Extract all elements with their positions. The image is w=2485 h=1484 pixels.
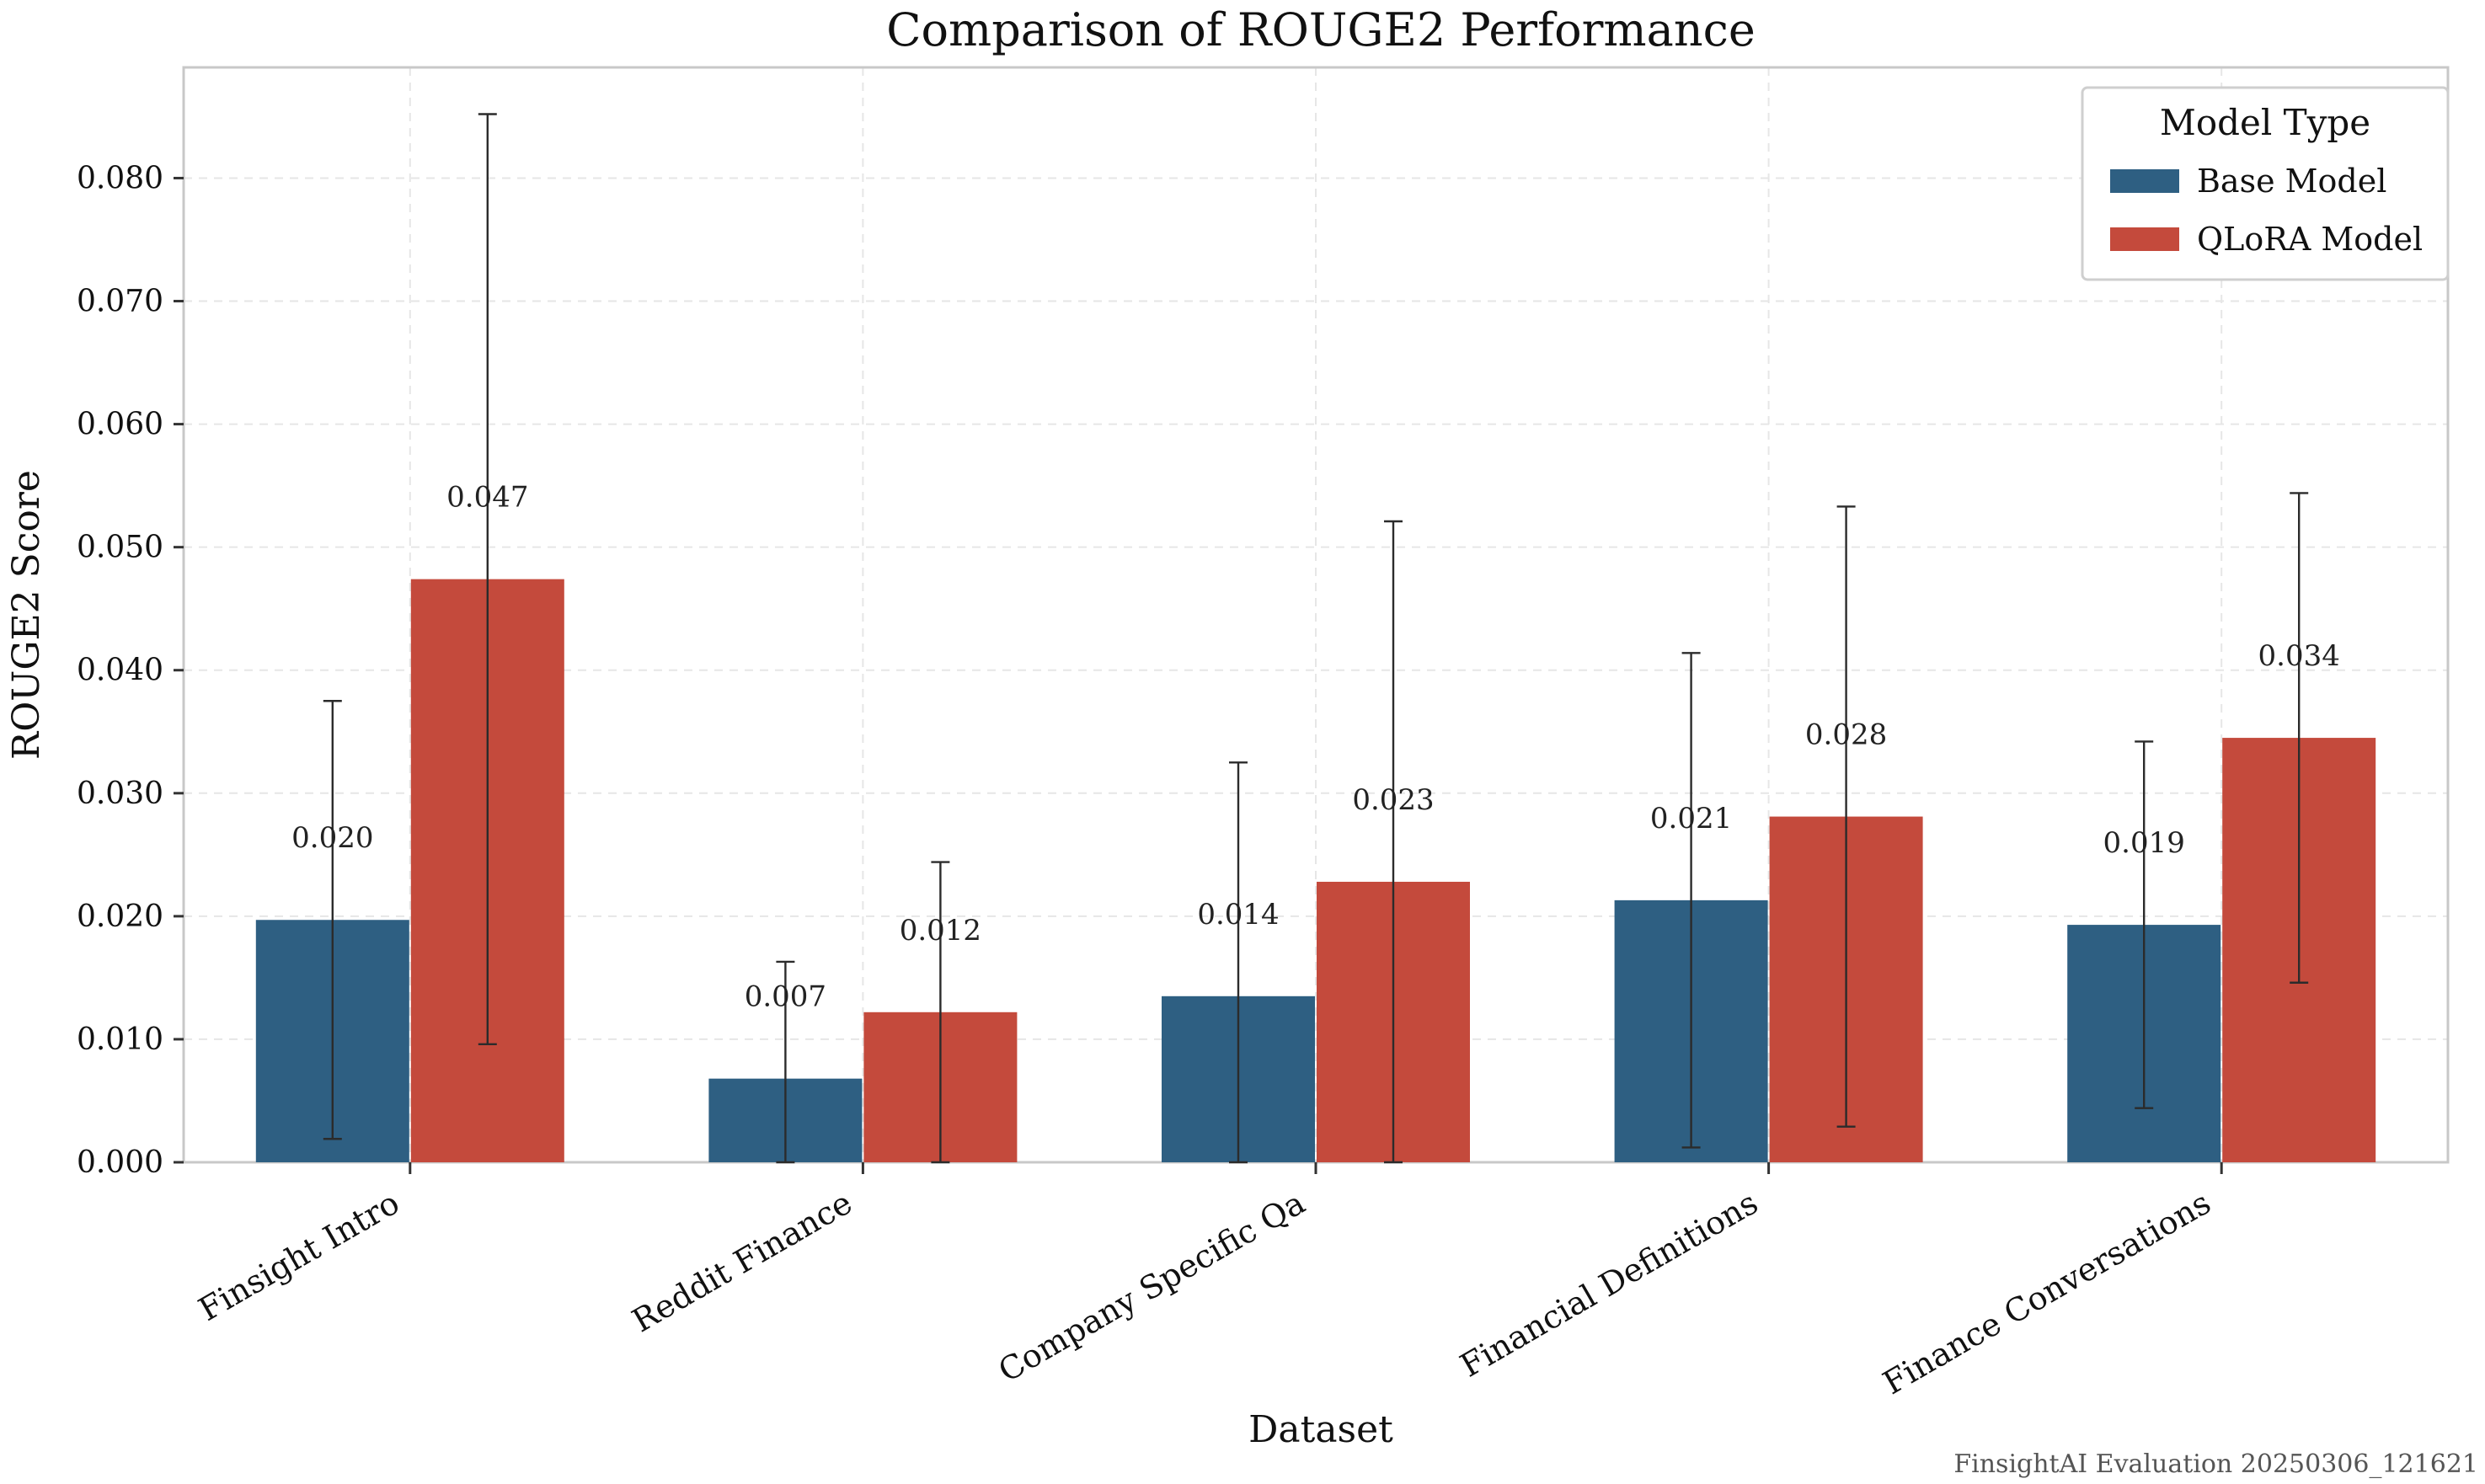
legend-title: Model Type [2160, 102, 2370, 143]
data-label-base-model: 0.019 [2103, 826, 2185, 860]
error-bar-qlora-model [931, 861, 950, 1164]
y-axis-label: ROUGE2 Score [5, 470, 48, 760]
data-label-base-model: 0.014 [1197, 898, 1279, 932]
data-label-qlora-model: 0.023 [1352, 783, 1434, 817]
data-label-qlora-model: 0.047 [446, 481, 528, 515]
error-bar-base-model [2135, 740, 2154, 1109]
footer-note: FinsightAI Evaluation 20250306_121621 [1953, 1449, 2478, 1479]
x-tick-label: Finance Conversations [1877, 1184, 2217, 1402]
error-bar-base-model [1681, 652, 1701, 1149]
x-tick-label: Financial Definitions [1454, 1184, 1764, 1385]
y-tick-label: 0.040 [77, 654, 163, 688]
error-bars [323, 113, 2309, 1164]
x-tick-label: Finsight Intro [192, 1184, 405, 1328]
legend: Model Type Base Model QLoRA Model [2081, 86, 2450, 281]
y-tick-label: 0.030 [77, 777, 163, 811]
error-bar-qlora-model [2290, 492, 2309, 984]
legend-label-base-model: Base Model [2197, 163, 2386, 200]
data-label-base-model: 0.007 [745, 980, 826, 1014]
error-bar-qlora-model [1384, 520, 1403, 1164]
grid [184, 67, 2448, 1162]
y-tick-label: 0.000 [77, 1145, 163, 1180]
error-bar-base-model [776, 960, 795, 1164]
y-tick-label: 0.010 [77, 1022, 163, 1057]
error-bar-base-model [1229, 761, 1248, 1164]
y-tick-label: 0.050 [77, 531, 163, 565]
chart-title: Comparison of ROUGE2 Performance [886, 3, 1756, 56]
error-bar-qlora-model [478, 113, 497, 1045]
y-axis: 0.000 0.010 0.020 0.030 0.040 0.050 0.060 0.070… [77, 161, 184, 1180]
data-label-qlora-model: 0.034 [2258, 639, 2340, 673]
data-label-base-model: 0.020 [291, 821, 373, 855]
x-tick-label: Company Specific Qa [992, 1184, 1312, 1390]
x-tick-label: Reddit Finance [626, 1184, 858, 1340]
data-label-qlora-model: 0.012 [900, 914, 981, 948]
legend-swatch-qlora-model [2110, 227, 2179, 251]
error-bar-qlora-model [1836, 505, 1856, 1128]
data-label-base-model: 0.021 [1650, 802, 1732, 835]
legend-label-qlora-model: QLoRA Model [2197, 221, 2423, 258]
y-tick-label: 0.060 [77, 408, 163, 442]
legend-swatch-base-model [2110, 169, 2179, 193]
y-tick-label: 0.020 [77, 899, 163, 934]
x-axis-label: Dataset [1248, 1408, 1393, 1451]
error-bar-base-model [323, 700, 342, 1140]
x-axis: Finsight Intro Reddit Finance Company Spec… [192, 1162, 2223, 1402]
data-labels: 0.020 0.007 0.014 0.021 0.019 0.047 0.012 0.023… [291, 481, 2340, 1014]
data-label-qlora-model: 0.028 [1805, 718, 1887, 752]
y-tick-label: 0.070 [77, 285, 163, 319]
y-tick-label: 0.080 [77, 161, 163, 195]
